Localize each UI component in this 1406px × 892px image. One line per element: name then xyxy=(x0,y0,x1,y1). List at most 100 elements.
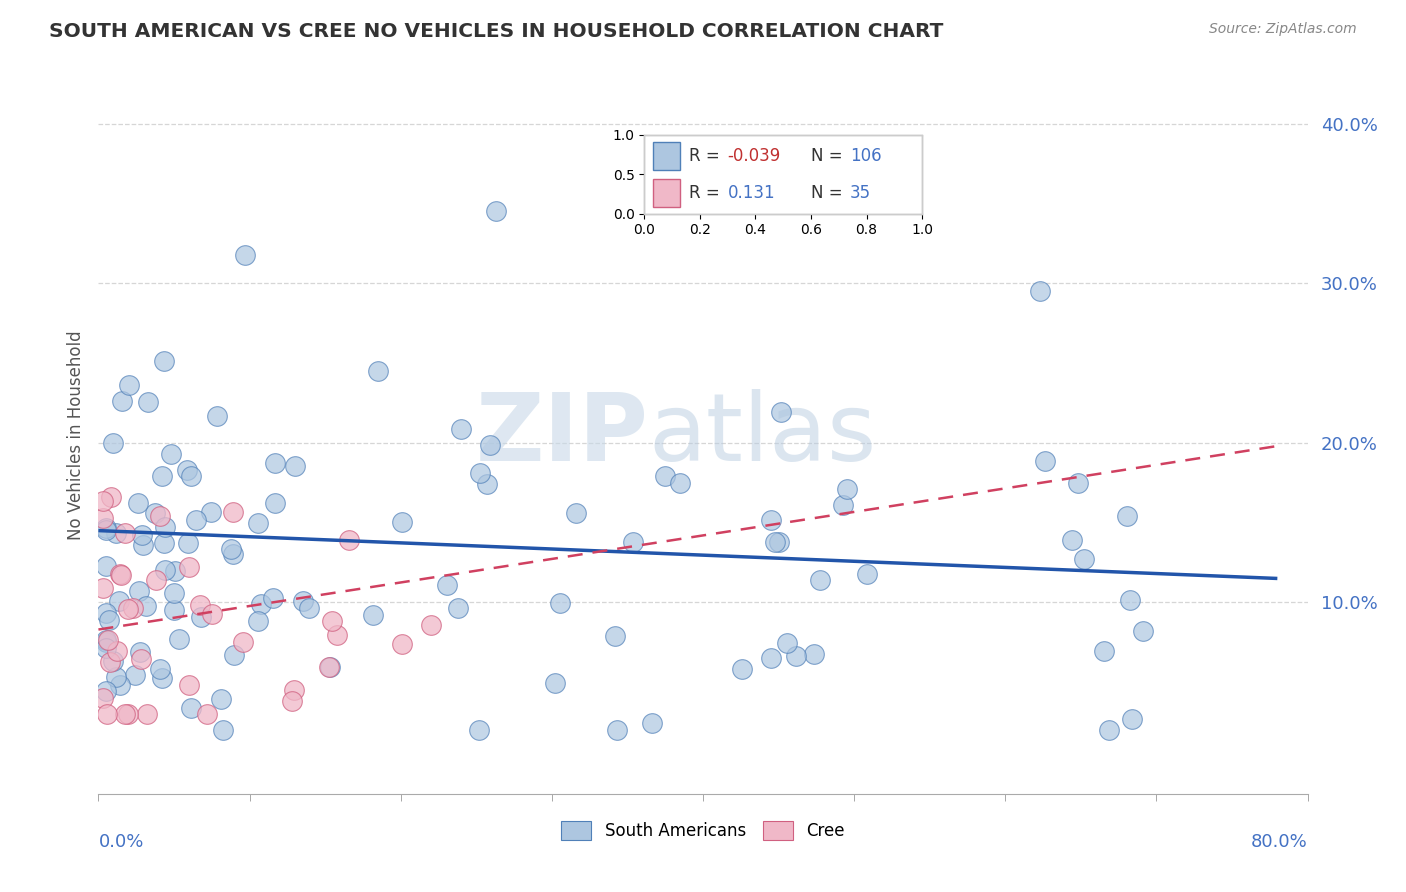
Point xyxy=(152,354,174,368)
Point xyxy=(326,628,349,642)
Point xyxy=(180,701,202,715)
Point xyxy=(450,421,472,435)
Point xyxy=(94,684,117,698)
Point xyxy=(195,707,218,722)
Point xyxy=(135,599,157,614)
Point xyxy=(91,511,114,525)
Point xyxy=(96,707,118,722)
Point xyxy=(153,563,176,577)
Point xyxy=(153,520,176,534)
Point xyxy=(1098,723,1121,737)
Point xyxy=(165,564,187,578)
Point xyxy=(468,723,491,737)
Point xyxy=(105,525,128,540)
Point xyxy=(117,377,139,392)
Point xyxy=(114,707,136,722)
Point xyxy=(107,594,129,608)
Point xyxy=(219,542,242,557)
Point xyxy=(94,558,117,573)
Text: Source: ZipAtlas.com: Source: ZipAtlas.com xyxy=(1209,22,1357,37)
Point xyxy=(91,493,114,508)
Text: 0.131: 0.131 xyxy=(728,184,775,202)
Point xyxy=(263,496,285,510)
Point xyxy=(479,438,502,452)
Text: R =: R = xyxy=(689,147,724,165)
Point xyxy=(831,498,853,512)
Point xyxy=(606,723,628,737)
Text: -0.039: -0.039 xyxy=(728,147,780,165)
Point xyxy=(149,508,172,523)
Point xyxy=(184,513,207,527)
Point xyxy=(318,660,340,674)
Text: N =: N = xyxy=(811,184,848,202)
Point xyxy=(770,405,793,419)
Point xyxy=(1132,624,1154,639)
Point xyxy=(641,715,664,730)
Point xyxy=(205,409,228,423)
Point xyxy=(803,647,825,661)
Point xyxy=(319,660,342,674)
Point xyxy=(131,652,153,666)
Point xyxy=(224,648,246,662)
Point xyxy=(292,593,315,607)
Point xyxy=(177,559,200,574)
Point xyxy=(477,477,499,491)
Point xyxy=(337,533,360,548)
Point xyxy=(420,617,443,632)
Point xyxy=(150,672,173,686)
Point xyxy=(94,523,117,537)
Point xyxy=(104,670,127,684)
Point xyxy=(436,577,458,591)
Point xyxy=(731,662,754,676)
Point xyxy=(1029,284,1052,298)
Point xyxy=(124,667,146,681)
Point xyxy=(283,683,305,698)
Point xyxy=(856,567,879,582)
Point xyxy=(1118,593,1140,607)
Point xyxy=(280,694,302,708)
Point xyxy=(190,609,212,624)
Point xyxy=(188,598,211,612)
Point xyxy=(149,663,172,677)
Point xyxy=(91,691,114,706)
Point xyxy=(1073,551,1095,566)
Point xyxy=(264,456,287,470)
Text: 106: 106 xyxy=(849,147,882,165)
Point xyxy=(298,601,321,615)
Point xyxy=(128,645,150,659)
Point xyxy=(284,458,307,473)
Point xyxy=(98,613,121,627)
Point xyxy=(145,573,167,587)
Text: ZIP: ZIP xyxy=(475,389,648,481)
Point xyxy=(361,607,384,622)
Point xyxy=(94,520,117,534)
Point xyxy=(103,654,125,668)
Point xyxy=(211,723,233,737)
Point xyxy=(132,538,155,552)
Point xyxy=(565,507,588,521)
Text: atlas: atlas xyxy=(648,389,877,481)
Legend: South Americans, Cree: South Americans, Cree xyxy=(555,814,851,847)
Point xyxy=(136,395,159,409)
Point xyxy=(94,635,117,649)
Text: 80.0%: 80.0% xyxy=(1251,833,1308,851)
Point xyxy=(180,469,202,483)
Text: 35: 35 xyxy=(849,184,872,202)
Point xyxy=(101,436,124,450)
Point xyxy=(100,490,122,504)
Point xyxy=(98,655,121,669)
Point xyxy=(177,536,200,550)
Y-axis label: No Vehicles in Household: No Vehicles in Household xyxy=(66,330,84,540)
Point xyxy=(128,584,150,599)
Point xyxy=(179,678,201,692)
Point xyxy=(162,603,184,617)
Point xyxy=(1121,712,1143,726)
Point xyxy=(391,515,413,529)
Point xyxy=(97,633,120,648)
Point xyxy=(1033,454,1056,468)
Point xyxy=(603,629,626,643)
Point xyxy=(222,505,245,519)
FancyBboxPatch shape xyxy=(652,178,681,207)
Point xyxy=(222,547,245,561)
Point xyxy=(150,469,173,483)
